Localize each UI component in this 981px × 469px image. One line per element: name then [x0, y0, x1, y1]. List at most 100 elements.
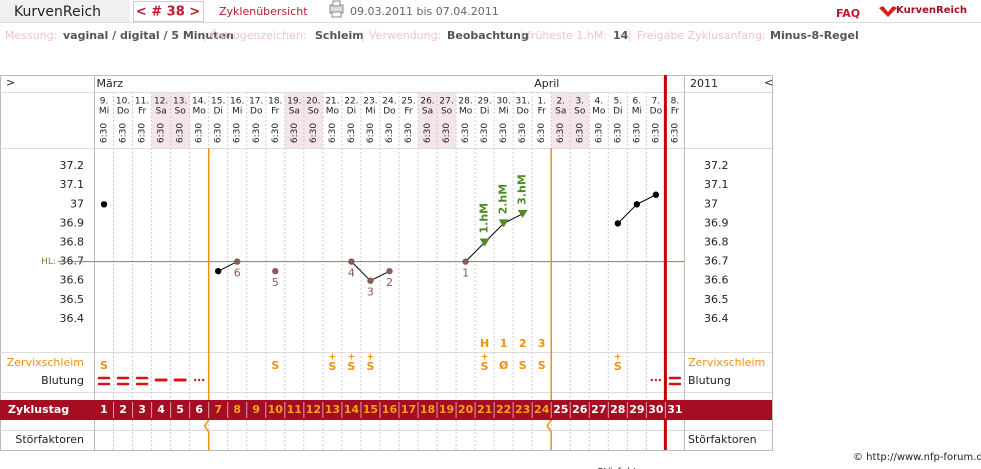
- date: 30.: [496, 97, 510, 107]
- weekend-shade: [151, 92, 171, 148]
- hm-marker: [498, 219, 509, 228]
- cycle-day: 15: [363, 403, 378, 416]
- y-tick-label: 36.6: [60, 274, 85, 287]
- date: 20.: [306, 97, 320, 107]
- logo-text[interactable]: KurvenReich: [896, 5, 967, 16]
- date: 9.: [100, 97, 109, 107]
- bleeding-mark: [193, 378, 205, 382]
- cut-off-label: Störfaktoren: [597, 467, 659, 469]
- cycle-day: 2: [119, 403, 127, 416]
- weekday: Sa: [155, 107, 166, 117]
- weekend-shade: [303, 92, 323, 148]
- time: 6:30: [347, 123, 357, 143]
- cycle-day: 13: [325, 403, 340, 416]
- row-label: Störfaktoren: [15, 433, 84, 446]
- date: 8.: [671, 97, 680, 107]
- cervix-symbol: S: [614, 360, 622, 373]
- date: 6.: [633, 97, 642, 107]
- time: 6:30: [499, 123, 509, 143]
- date: 11.: [135, 97, 149, 107]
- bleeding-mark: [668, 376, 682, 386]
- temperature-point: [462, 258, 469, 265]
- y-tick-label: 36.9: [60, 216, 85, 229]
- overview-link[interactable]: Zyklenübersicht: [219, 5, 308, 18]
- row-label: Zyklustag: [8, 403, 69, 416]
- year: 2011: [690, 77, 718, 90]
- temperature-point: [100, 201, 108, 208]
- setting-separator: |: [203, 29, 207, 42]
- cycle-day: 16: [382, 403, 398, 416]
- peak-count: H: [480, 337, 489, 350]
- weekend-shade: [437, 92, 457, 148]
- date-range: 09.03.2011 bis 07.04.2011: [350, 5, 499, 18]
- time: 6:30: [404, 123, 414, 143]
- setting-label: früheste 1.hM:: [527, 29, 607, 42]
- cycle-day: 18: [420, 403, 435, 416]
- y-tick-label: 36.5: [704, 293, 729, 306]
- time: 6:30: [119, 123, 129, 143]
- date: 21.: [325, 97, 339, 107]
- weekday: Mi: [232, 107, 242, 117]
- date: 12.: [154, 97, 168, 107]
- row-label: Blutung: [41, 374, 84, 387]
- y-tick-label: 37.2: [704, 159, 729, 172]
- time: 6:30: [138, 123, 148, 143]
- y-tick-label: 37.1: [60, 178, 85, 191]
- date: 31.: [516, 97, 530, 107]
- weekday: Do: [650, 107, 663, 117]
- hm-label: 3.hM: [516, 174, 529, 205]
- temperature-point: [367, 277, 374, 284]
- weekday: So: [441, 107, 453, 117]
- date: 17.: [249, 97, 263, 107]
- weekend-shade: [551, 92, 571, 148]
- weekday: Di: [480, 107, 489, 117]
- cycle-nav-box[interactable]: [133, 1, 204, 22]
- cycle-day: 5: [176, 403, 184, 416]
- time: 6:30: [385, 123, 395, 143]
- hm-marker: [479, 238, 490, 247]
- time: 6:30: [157, 123, 167, 143]
- cervix-mark: +: [614, 353, 622, 363]
- cervix-mark: +: [329, 353, 337, 363]
- time: 6:30: [537, 123, 547, 143]
- y-tick-label: 37: [70, 197, 84, 210]
- bleeding-dot: [658, 378, 662, 382]
- cervix-symbol: Ø: [499, 359, 509, 372]
- cycle-nav[interactable]: < # 38 >: [136, 5, 200, 20]
- faq-link[interactable]: FAQ: [836, 7, 860, 20]
- weekday: Mi: [99, 107, 109, 117]
- setting-value: Minus-8-Regel: [770, 29, 859, 42]
- bleeding-mark: [135, 376, 149, 386]
- time: 6:30: [480, 123, 490, 143]
- date: 23.: [363, 97, 377, 107]
- setting-label: Messung:: [5, 29, 57, 42]
- cycle-day: 29: [629, 403, 644, 416]
- chart-frame: [0, 75, 773, 451]
- print-icon[interactable]: [329, 0, 344, 18]
- date: 19.: [287, 97, 301, 107]
- cycle-day: 19: [439, 403, 454, 416]
- weekend-shade: [170, 92, 190, 148]
- cycle-boundary: [203, 148, 210, 450]
- date: 26.: [420, 97, 434, 107]
- weekend-shade: [570, 92, 590, 148]
- date: 14.: [192, 97, 206, 107]
- cycle-day: 11: [287, 403, 302, 416]
- y-tick-label: 36.9: [704, 216, 729, 229]
- cervix-symbol: S: [347, 360, 355, 373]
- y-tick-label: 36.4: [704, 312, 729, 325]
- setting-value: Schleim: [315, 29, 364, 42]
- setting-value: Beobachtung: [447, 29, 529, 42]
- date: 16.: [230, 97, 244, 107]
- cycle-day: 3: [138, 403, 146, 416]
- hm-marker: [517, 209, 528, 218]
- bleeding-mark: [116, 376, 130, 386]
- setting-label: Freigabe Zyklusanfang:: [637, 29, 766, 42]
- weekday: Mi: [365, 107, 375, 117]
- nav-right: <: [764, 76, 773, 89]
- weekday: Mi: [499, 107, 509, 117]
- cycle-day: 9: [252, 403, 260, 416]
- cycle-day: 22: [496, 403, 511, 416]
